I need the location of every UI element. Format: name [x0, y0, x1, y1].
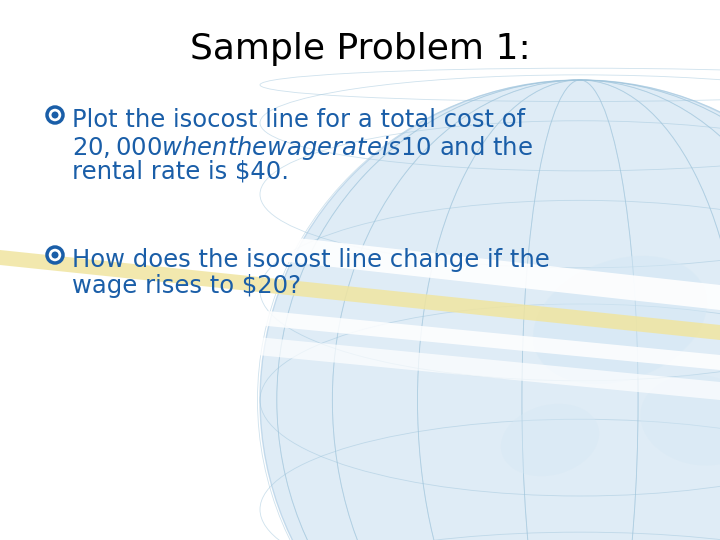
- Polygon shape: [0, 285, 720, 370]
- Text: Sample Problem 1:: Sample Problem 1:: [189, 32, 531, 66]
- Polygon shape: [0, 250, 720, 340]
- Text: $20,000 when the wage rate is $10 and the: $20,000 when the wage rate is $10 and th…: [72, 134, 533, 162]
- Ellipse shape: [501, 404, 599, 476]
- Text: How does the isocost line change if the: How does the isocost line change if the: [72, 248, 550, 272]
- Ellipse shape: [533, 256, 707, 384]
- Polygon shape: [0, 312, 720, 400]
- Circle shape: [260, 80, 720, 540]
- Circle shape: [47, 247, 63, 263]
- Text: rental rate is $40.: rental rate is $40.: [72, 160, 289, 184]
- Ellipse shape: [640, 374, 720, 465]
- Circle shape: [52, 111, 58, 118]
- Text: wage rises to $20?: wage rises to $20?: [72, 274, 301, 298]
- Circle shape: [47, 107, 63, 123]
- Polygon shape: [0, 205, 720, 310]
- Text: Plot the isocost line for a total cost of: Plot the isocost line for a total cost o…: [72, 108, 525, 132]
- Circle shape: [52, 252, 58, 259]
